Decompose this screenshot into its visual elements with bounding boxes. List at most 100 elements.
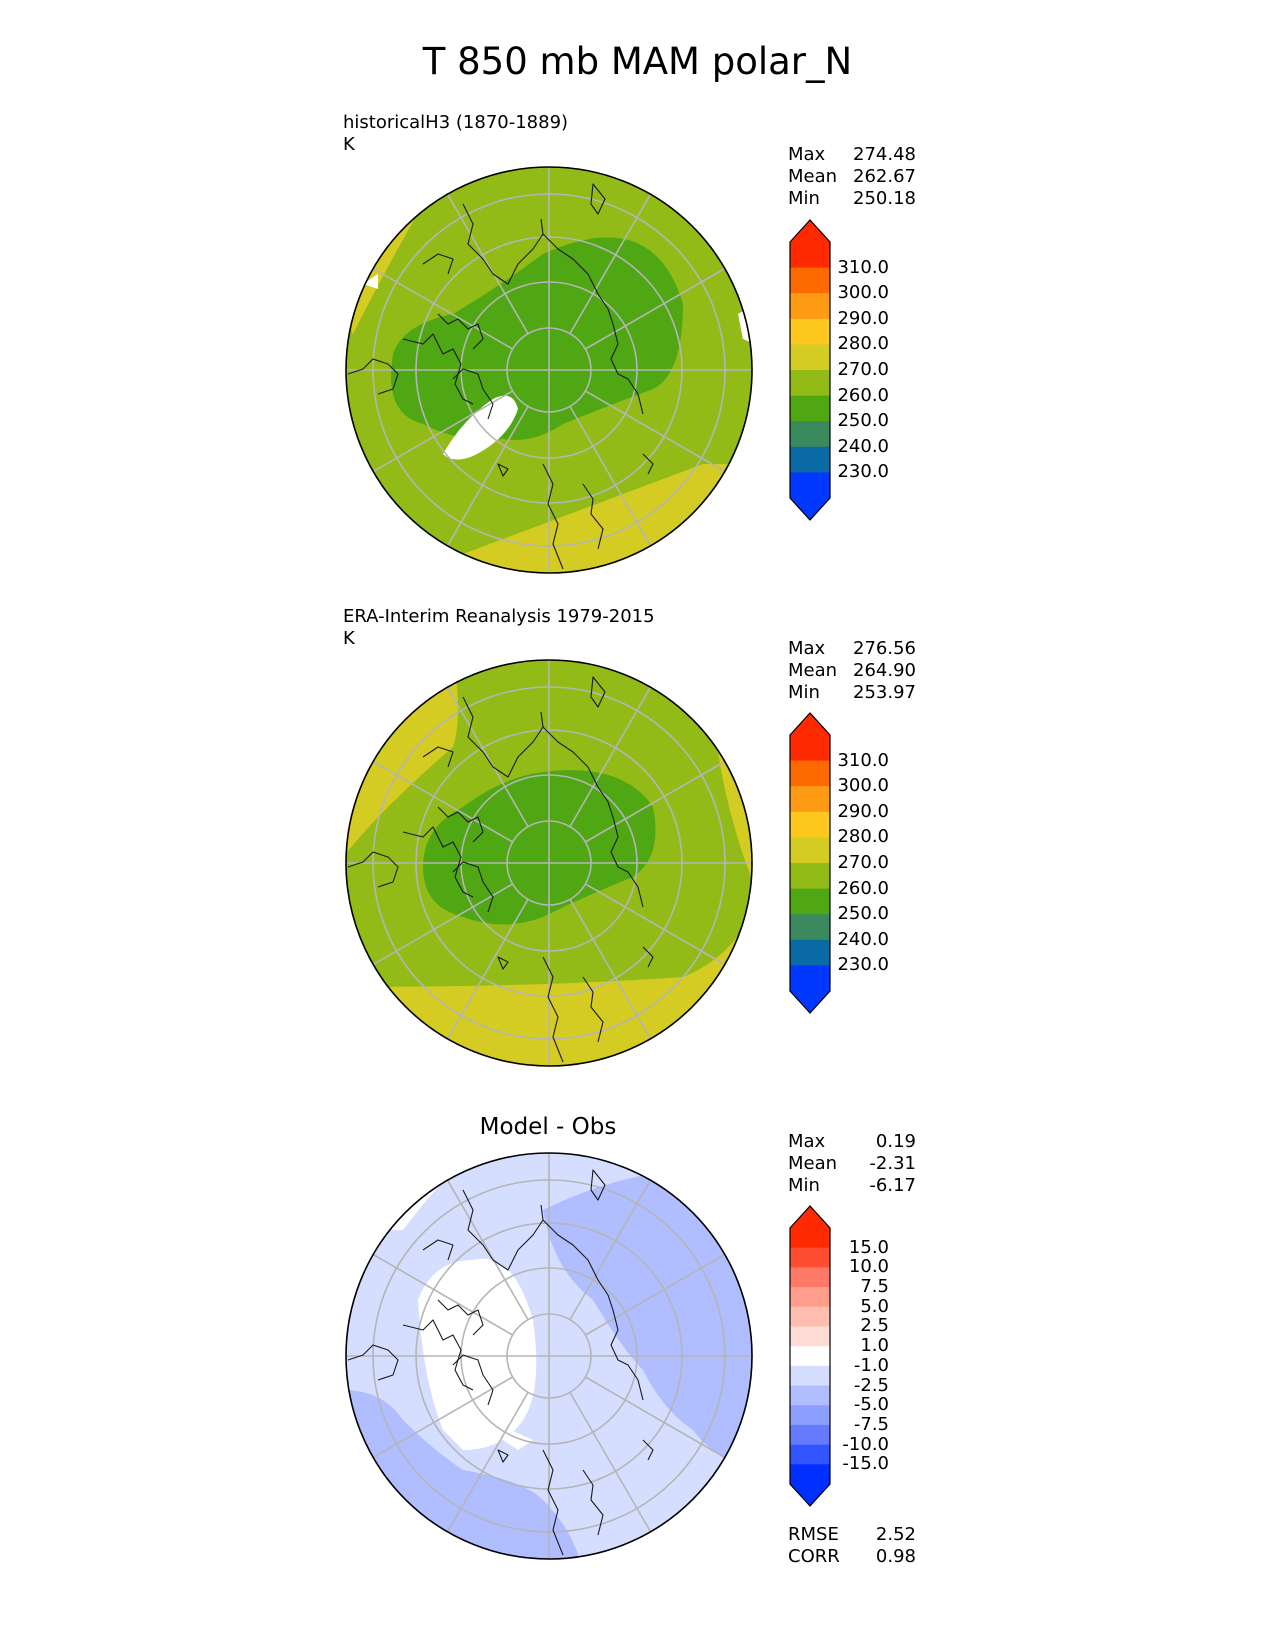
meridian-line <box>569 898 652 1040</box>
colorbar-segment <box>790 1365 830 1387</box>
stat-max-value: 274.48 <box>853 144 916 165</box>
colorbar-segment <box>790 1287 830 1308</box>
stat-mean-value: 264.90 <box>853 660 916 681</box>
coastline-path <box>497 1449 509 1463</box>
stat-min-value: 250.18 <box>853 188 916 209</box>
meridian-line <box>446 1391 529 1533</box>
colorbar-segment <box>790 1247 830 1268</box>
meridian-line <box>584 883 726 966</box>
colorbar-segment <box>790 1405 830 1426</box>
stat-mean-label: Mean <box>788 660 838 681</box>
coastline-path <box>582 483 604 550</box>
colorbar-segment <box>790 1267 830 1288</box>
stat-mean-value: 262.67 <box>853 166 916 187</box>
meridian-line <box>584 390 726 473</box>
colorbar-outline <box>789 1205 831 1507</box>
colorbar-segment <box>790 888 830 915</box>
coastline-path <box>642 1439 654 1461</box>
coastline-path <box>422 746 454 768</box>
colorbar-tick-label: 280.0 <box>837 333 889 355</box>
meridian-line <box>569 686 652 828</box>
panel-difference-stats: Max 0.19 Mean -2.31 Min -6.17 <box>788 1131 916 1197</box>
stat-min-value: -6.17 <box>869 1175 916 1196</box>
map-boundary <box>345 1152 753 1560</box>
colorbar-segment <box>790 939 830 966</box>
coastline-path <box>347 1344 399 1381</box>
colorbar-outline <box>789 712 831 1014</box>
colorbar-segment <box>790 344 830 371</box>
colorbar-segment <box>790 1424 830 1446</box>
meridian-line <box>569 405 652 547</box>
metric-rmse-row: RMSE 2.52 <box>788 1524 916 1546</box>
meridian-line <box>569 1391 652 1533</box>
colorbar-segment <box>790 786 830 813</box>
coastline-path <box>402 333 474 405</box>
stat-min-label: Min <box>788 682 820 703</box>
colorbar-tick-label: 1.0 <box>860 1335 889 1357</box>
colorbar-segment <box>790 1228 830 1249</box>
colorbar-segment <box>790 735 830 762</box>
coastline-path <box>452 368 494 420</box>
colorbar-tick-label: 290.0 <box>837 307 889 329</box>
panel-reference-units: K <box>343 628 355 649</box>
coastline-path <box>462 203 544 285</box>
metric-rmse-value: 2.52 <box>875 1524 916 1545</box>
colorbar-segment <box>790 1346 830 1367</box>
stat-max-row: Max 274.48 <box>788 144 916 166</box>
map-boundary <box>345 166 753 574</box>
stat-min-label: Min <box>788 1175 820 1196</box>
meridian-line <box>372 390 514 473</box>
colorbar-tick-label: 290.0 <box>837 800 889 822</box>
coastline-path <box>542 463 564 570</box>
coastline-path <box>437 806 484 843</box>
colorbar-over-arrow <box>790 713 830 735</box>
colorbar-tick-label: 15.0 <box>848 1236 889 1258</box>
coastlines <box>347 183 654 570</box>
colorbar-under-arrow <box>790 991 830 1013</box>
colorbar-under-arrow <box>790 498 830 520</box>
meridian-line <box>584 267 726 350</box>
coastline-path <box>590 183 606 215</box>
colorbar-outline <box>789 219 831 521</box>
colorbar-segment <box>790 370 830 397</box>
colorbar-segment <box>790 472 830 499</box>
field-cold-core <box>391 237 683 440</box>
coastline-path <box>542 1219 614 1311</box>
coastline-path <box>590 1169 606 1201</box>
coastline-path <box>542 956 564 1063</box>
stat-max-label: Max <box>788 144 826 165</box>
coastline-path <box>590 676 606 708</box>
field-negative-region-east <box>543 1170 752 1462</box>
colorbar-tick-label: 310.0 <box>837 749 889 771</box>
meridian-line <box>372 267 514 350</box>
metric-rmse-label: RMSE <box>788 1524 839 1545</box>
metric-corr-label: CORR <box>788 1546 840 1567</box>
colorbar-segment <box>790 1464 830 1485</box>
colorbar-segment <box>790 1326 830 1347</box>
colorbar-tick-label: -15.0 <box>842 1453 889 1475</box>
colorbar-reference <box>789 712 831 1014</box>
panel-reference-title: ERA-Interim Reanalysis 1979-2015 K <box>343 606 655 650</box>
stat-mean-value: -2.31 <box>869 1153 916 1174</box>
page-title: T 850 mb MAM polar_N <box>422 40 853 83</box>
field-missing-patch <box>363 274 378 289</box>
colorbar-segment <box>790 242 830 269</box>
colorbar-segment <box>790 318 830 345</box>
meridian-line <box>569 193 652 335</box>
meridian-line <box>569 1179 652 1321</box>
coastline-path <box>437 313 484 350</box>
colorbar-segment <box>790 914 830 941</box>
colorbar-tick-label: -7.5 <box>853 1413 889 1435</box>
colorbar-over-arrow <box>790 220 830 242</box>
map-field <box>346 167 752 573</box>
panel-difference-title: Model - Obs <box>479 1114 617 1140</box>
panel-test-stats: Max 274.48 Mean 262.67 Min 250.18 <box>788 144 916 210</box>
colorbar-tick-label: 250.0 <box>837 410 889 432</box>
meridian-line <box>372 883 514 966</box>
meridian-line <box>372 1253 514 1336</box>
stat-max-value: 276.56 <box>853 638 916 659</box>
coastline-path <box>542 726 614 818</box>
meridian-line <box>446 898 529 1040</box>
coastline-path <box>642 946 654 968</box>
colorbar-tick-label: 260.0 <box>837 384 889 406</box>
